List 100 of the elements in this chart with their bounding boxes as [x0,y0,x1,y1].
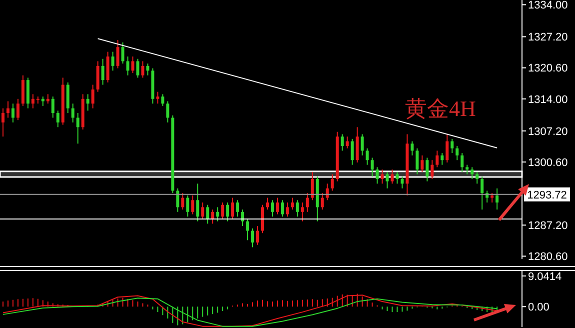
y-tick-label: 0.00 [528,302,550,314]
candlestick [436,150,439,168]
candlestick [186,194,190,218]
candlestick [410,140,414,156]
candlestick [2,108,4,138]
candlestick [300,202,304,222]
candlestick [76,112,80,144]
candlestick [430,160,434,180]
candlestick [116,40,120,69]
candlestick [211,209,214,224]
candlestick [6,100,10,118]
candlestick [26,77,30,109]
y-tick-label: 1320.60 [528,62,568,75]
candlestick [456,145,459,161]
candlestick [276,197,279,215]
candlestick [131,56,134,74]
candlestick [346,136,349,149]
candlestick [476,171,479,184]
y-tick-label: 1300.60 [528,156,568,169]
candlestick [396,171,399,184]
candlestick [246,218,250,241]
candlestick [111,51,114,72]
candlestick [206,204,210,224]
candlestick [231,197,234,220]
candlestick [146,63,150,76]
candlestick [176,188,180,212]
candlestick [450,138,454,154]
candlestick [340,134,344,152]
candlestick [270,200,274,218]
candlestick [221,202,224,220]
candlestick [360,134,364,156]
candlestick [480,176,484,210]
ref-line-label: 1293.72 [527,189,567,202]
y-tick-label: 1307.20 [528,126,568,138]
candlestick [141,60,144,78]
candlestick [370,157,374,178]
candlestick [251,228,254,248]
candlestick [426,157,429,182]
candlestick [216,206,220,222]
candlestick [21,74,24,106]
y-tick-label: 1287.20 [528,220,568,232]
candlestick [66,82,70,114]
candlestick [86,94,90,112]
candlestick [286,202,289,218]
candlestick [440,152,444,166]
candlestick [226,202,230,222]
candlestick [280,200,284,218]
candlestick [256,226,260,246]
candlestick [161,94,164,106]
candlestick [126,56,130,76]
candlestick [386,171,389,189]
candlestick [266,197,269,210]
candlestick [191,194,194,215]
y-tick-label: 1327.20 [528,32,568,44]
y-tick-label: 1280.60 [528,251,568,264]
candlestick [181,192,184,210]
candlestick [466,164,469,175]
candlestick [306,192,309,212]
candlestick [490,192,494,203]
candlestick [420,154,424,172]
candlestick [330,174,334,192]
candlestick [350,138,354,166]
candlestick [376,166,379,184]
annotation: 黄金4H [405,95,476,123]
candlestick [16,98,20,121]
candlestick [326,183,329,201]
candlestick [460,152,464,172]
candlestick [96,60,100,92]
candlestick [196,183,200,222]
candlestick [356,126,359,163]
candlestick [121,42,124,64]
candlestick [446,134,449,163]
y-tick-label: 1314.00 [528,94,568,106]
candlestick [236,200,240,218]
candlestick [296,200,299,218]
candlestick [106,51,110,83]
candlestick [166,100,170,123]
candlestick [51,96,54,118]
candlestick [31,94,34,109]
candlestick [310,171,314,201]
candlestick [261,204,264,234]
candlestick [136,58,140,78]
candlestick [320,192,324,210]
candlestick [390,169,394,184]
candlestick [416,148,419,175]
candlestick [400,176,404,189]
y-tick-label: 9.0414 [528,270,562,283]
candlestick [380,169,384,184]
candlestick [470,166,474,180]
candlestick [71,103,74,123]
y-tick-label: 1334.00 [528,0,568,12]
candlestick [496,188,499,210]
candlestick [290,197,294,210]
candlestick [241,209,244,227]
candlestick [101,58,104,86]
candlestick [56,110,60,128]
candlestick [91,84,94,109]
candlestick [366,148,369,166]
candlestick [201,202,204,220]
candlestick [156,91,160,104]
